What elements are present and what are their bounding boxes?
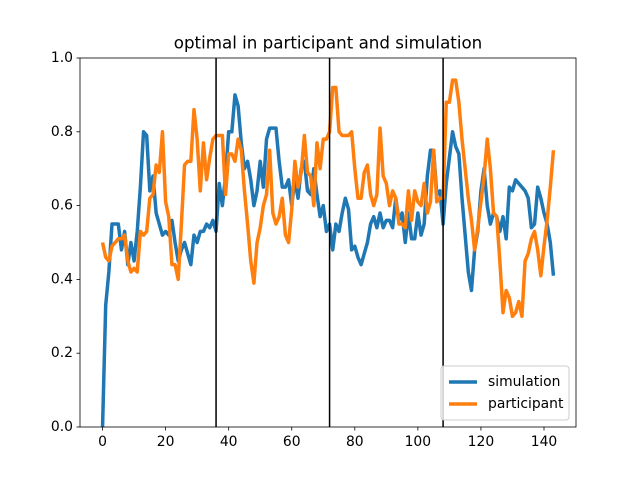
y-tick-label: 0.0 [51,419,73,435]
x-tick-label: 120 [468,434,495,450]
y-tick-label: 0.8 [51,124,73,140]
y-tick-label: 0.6 [51,198,73,214]
y-tick-label: 1.0 [51,50,73,66]
y-tick-label: 0.2 [51,345,73,361]
x-tick-label: 20 [157,434,175,450]
x-tick-label: 40 [220,434,238,450]
axes-frame [79,57,577,428]
legend-label: participant [488,396,564,412]
legend-box [440,365,570,421]
x-tick-label: 140 [531,434,558,450]
x-tick-label: 60 [283,434,301,450]
y-tick-label: 0.4 [51,271,73,287]
x-tick-label: 80 [346,434,364,450]
chart-title: optimal in participant and simulation [174,33,483,53]
x-tick-label: 0 [98,434,107,450]
series-line [100,78,556,319]
x-tick-label: 100 [405,434,432,450]
legend-label: simulation [488,374,560,390]
